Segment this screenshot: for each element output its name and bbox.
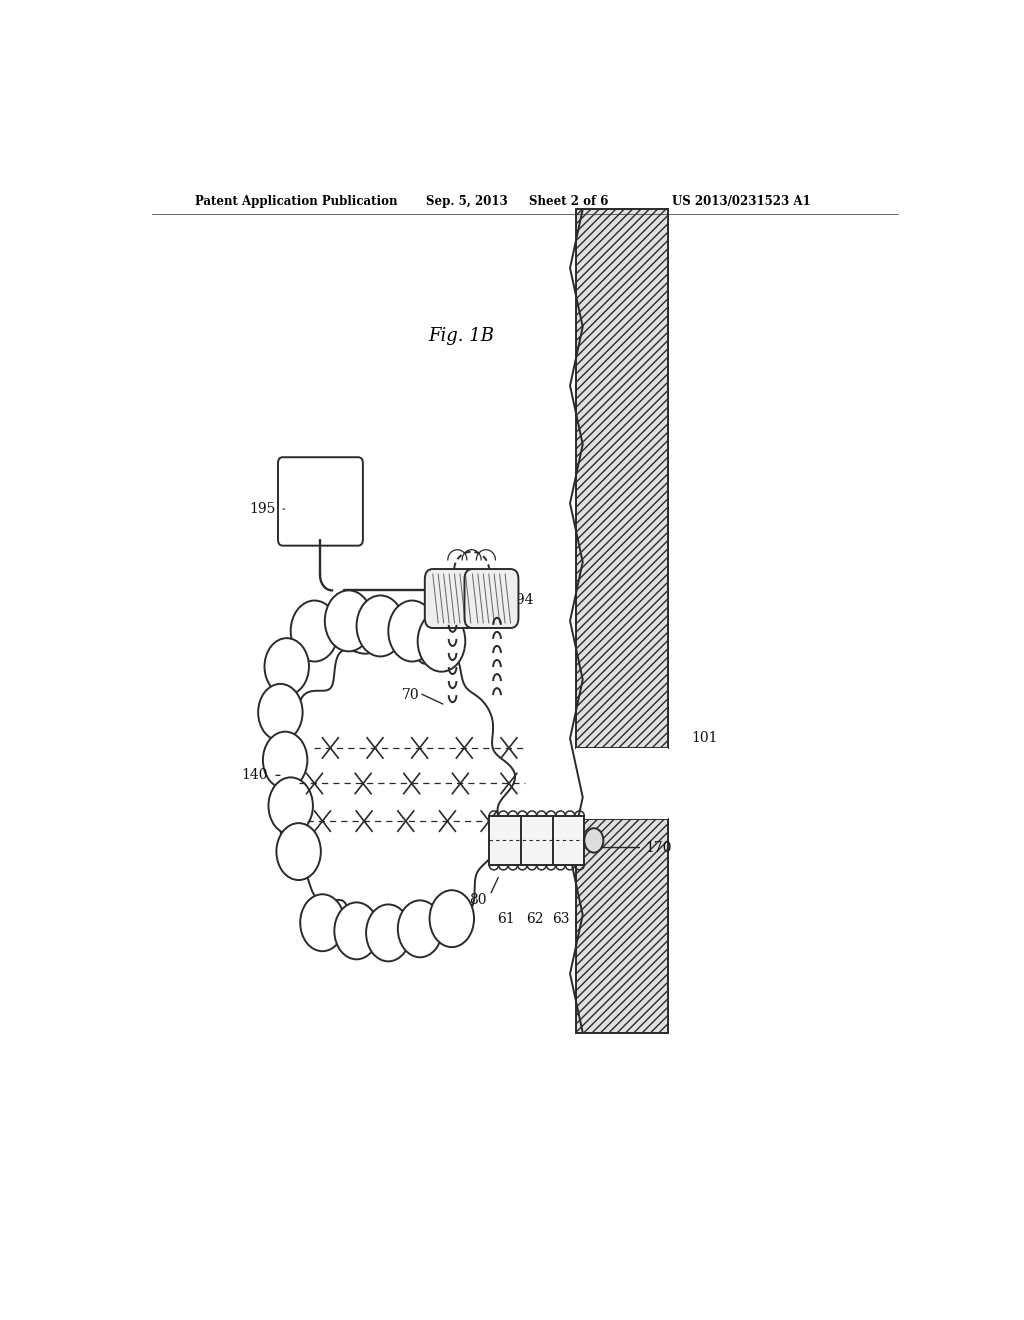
Circle shape (430, 890, 474, 948)
Circle shape (291, 601, 338, 661)
Circle shape (268, 777, 313, 834)
Text: Fig. 1B: Fig. 1B (428, 327, 495, 346)
Circle shape (264, 638, 309, 696)
Text: 61: 61 (497, 912, 515, 925)
Circle shape (263, 731, 307, 788)
Text: US 2013/0231523 A1: US 2013/0231523 A1 (672, 194, 810, 207)
Text: Patent Application Publication: Patent Application Publication (196, 194, 398, 207)
Text: Sheet 2 of 6: Sheet 2 of 6 (528, 194, 608, 207)
Polygon shape (577, 818, 668, 1032)
Polygon shape (278, 643, 515, 937)
Text: 80: 80 (469, 894, 486, 907)
Text: 170: 170 (645, 841, 672, 854)
Circle shape (388, 601, 436, 661)
Text: 195: 195 (250, 502, 275, 516)
FancyBboxPatch shape (425, 569, 479, 628)
Circle shape (300, 894, 345, 952)
Circle shape (325, 590, 373, 651)
Text: 70: 70 (401, 688, 420, 702)
Text: Sep. 5, 2013: Sep. 5, 2013 (426, 194, 507, 207)
Bar (577, 748, 668, 818)
Polygon shape (577, 210, 668, 748)
Circle shape (258, 684, 303, 741)
Circle shape (418, 611, 465, 672)
Circle shape (276, 824, 321, 880)
Text: 101: 101 (691, 731, 718, 744)
Text: 140: 140 (242, 768, 268, 783)
Circle shape (397, 900, 442, 957)
Circle shape (356, 595, 404, 656)
FancyBboxPatch shape (465, 569, 518, 628)
Text: 194: 194 (507, 593, 534, 606)
Bar (489, 816, 585, 865)
Circle shape (585, 828, 603, 853)
Text: 62: 62 (526, 912, 544, 925)
Text: 63: 63 (553, 912, 570, 925)
Circle shape (334, 903, 379, 960)
Circle shape (367, 904, 411, 961)
